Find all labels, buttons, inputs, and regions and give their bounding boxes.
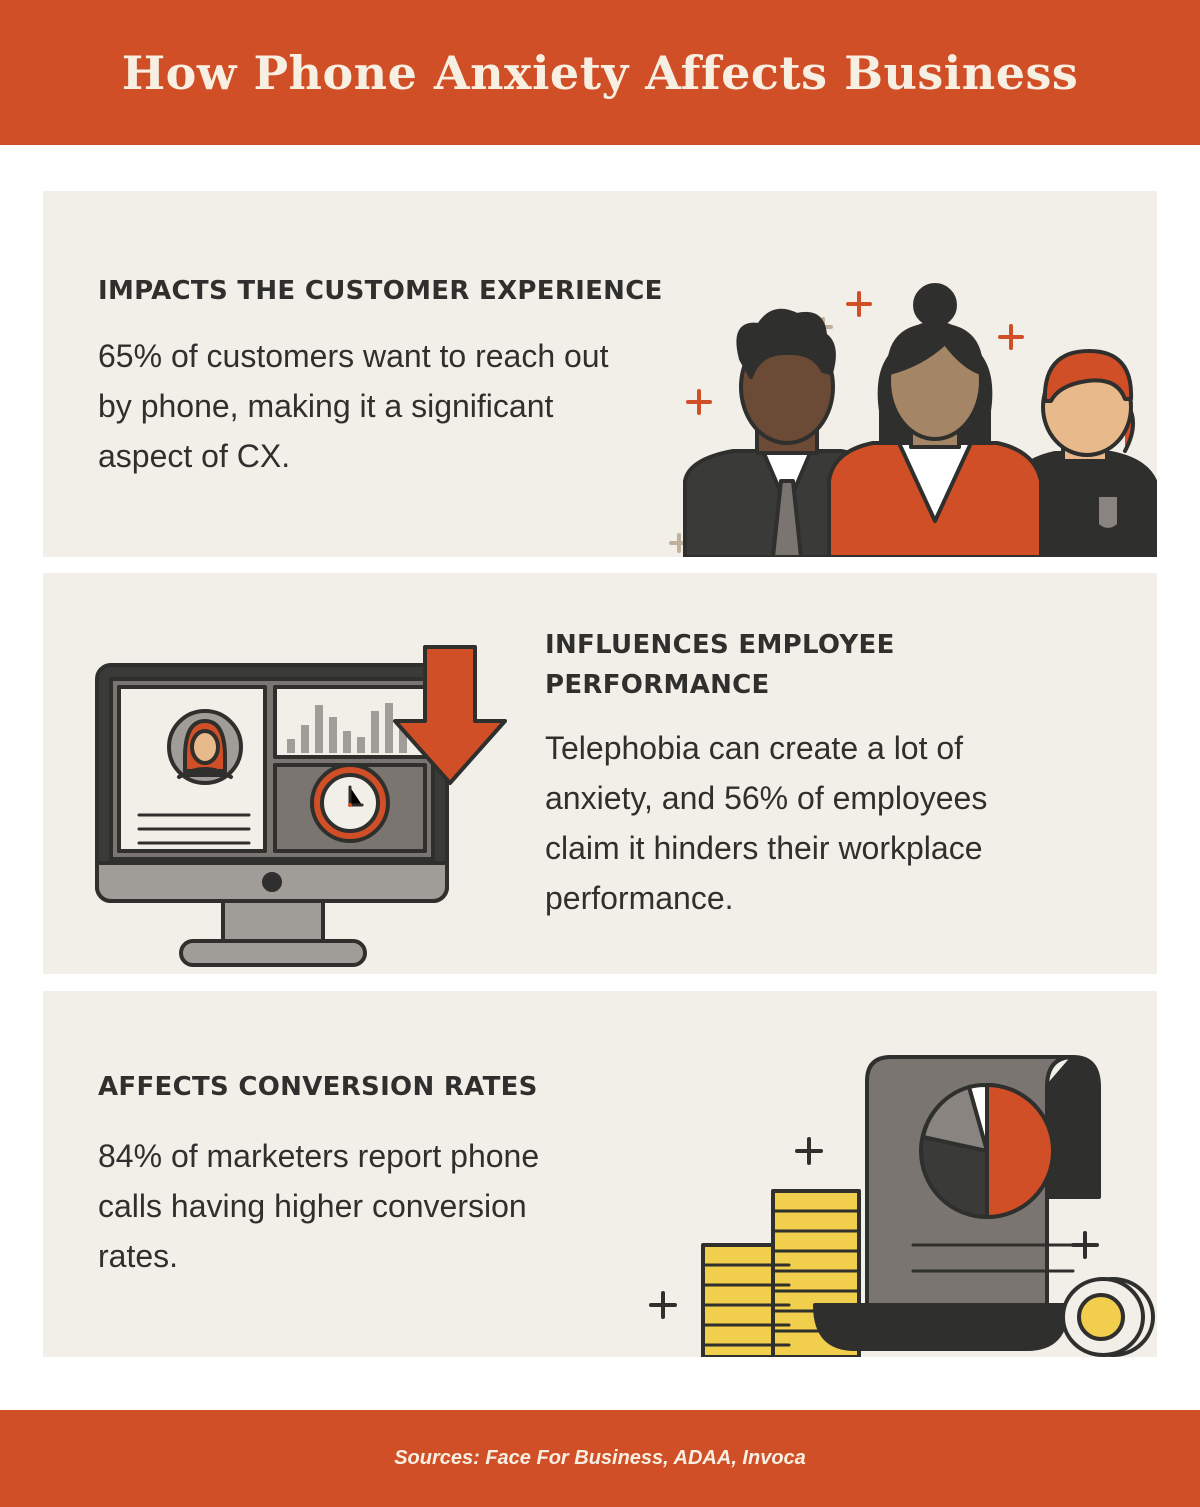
sources-text: Sources: Face For Business, ADAA, Invoca <box>394 1447 806 1469</box>
section-heading: AFFECTS CONVERSION RATES <box>98 1072 538 1102</box>
section-body: 65% of customers want to reach out by ph… <box>98 338 609 474</box>
report-scroll-coins-icon <box>649 1055 1155 1357</box>
section-customer-experience: IMPACTS THE CUSTOMER EXPERIENCE 65% of c… <box>43 191 1157 557</box>
page-title: How Phone Anxiety Affects Business <box>121 45 1079 100</box>
section-heading: INFLUENCES EMPLOYEE PERFORMANCE <box>545 630 895 700</box>
people-group-icon <box>669 283 1157 557</box>
sources-footer: Sources: Face For Business, ADAA, Invoca <box>0 1410 1200 1507</box>
section-employee-performance: INFLUENCES EMPLOYEE PERFORMANCE Telephob… <box>43 573 1157 974</box>
section-body: Telephobia can create a lot of anxiety, … <box>545 730 988 916</box>
header-banner: How Phone Anxiety Affects Business <box>0 0 1200 145</box>
section-body: 84% of marketers report phone calls havi… <box>98 1138 540 1274</box>
computer-monitor-icon <box>95 645 507 967</box>
section-heading: IMPACTS THE CUSTOMER EXPERIENCE <box>98 276 663 306</box>
section-conversion-rates: AFFECTS CONVERSION RATES 84% of marketer… <box>43 991 1157 1357</box>
